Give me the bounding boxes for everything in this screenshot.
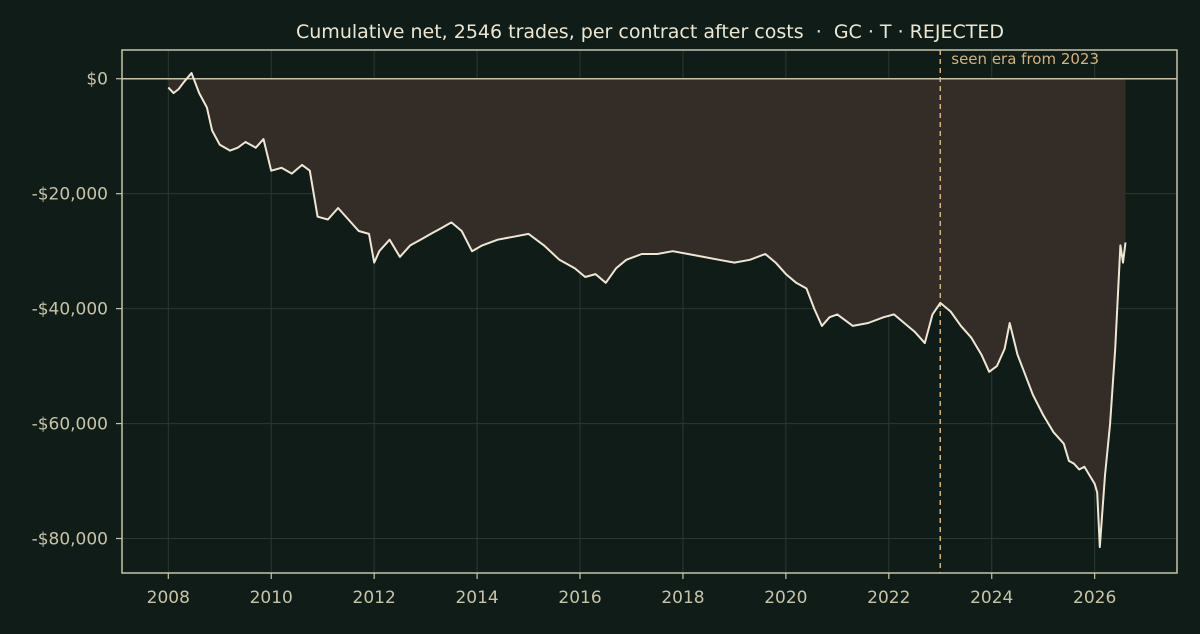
y-tick-label: $0 <box>86 70 108 90</box>
x-tick-label: 2024 <box>970 588 1013 608</box>
x-tick-label: 2026 <box>1073 588 1116 608</box>
drawdown-fill-area <box>168 73 1126 548</box>
chart-title: Cumulative net, 2546 trades, per contrac… <box>296 21 1004 43</box>
tick-layer: 2008 2010 2012 2014 2016 2018 2020 2022 2024 2026… <box>32 70 1117 608</box>
seen-era-annotation: seen era from 2023 <box>951 50 1099 68</box>
cumulative-net-line <box>167 72 1127 549</box>
x-tick-label: 2020 <box>764 588 807 608</box>
x-tick-label: 2014 <box>455 588 498 608</box>
x-tick-label: 2022 <box>867 588 910 608</box>
y-tick-label: -$20,000 <box>32 185 108 205</box>
x-tick-label: 2016 <box>558 588 601 608</box>
x-tick-label: 2010 <box>250 588 293 608</box>
x-tick-label: 2012 <box>353 588 396 608</box>
x-tick-label: 2008 <box>147 588 190 608</box>
x-tick-label: 2018 <box>661 588 704 608</box>
y-tick-label: -$60,000 <box>32 415 108 435</box>
y-tick-label: -$40,000 <box>32 300 108 320</box>
plot-frame <box>121 49 1178 574</box>
y-tick-label: -$80,000 <box>32 530 108 550</box>
